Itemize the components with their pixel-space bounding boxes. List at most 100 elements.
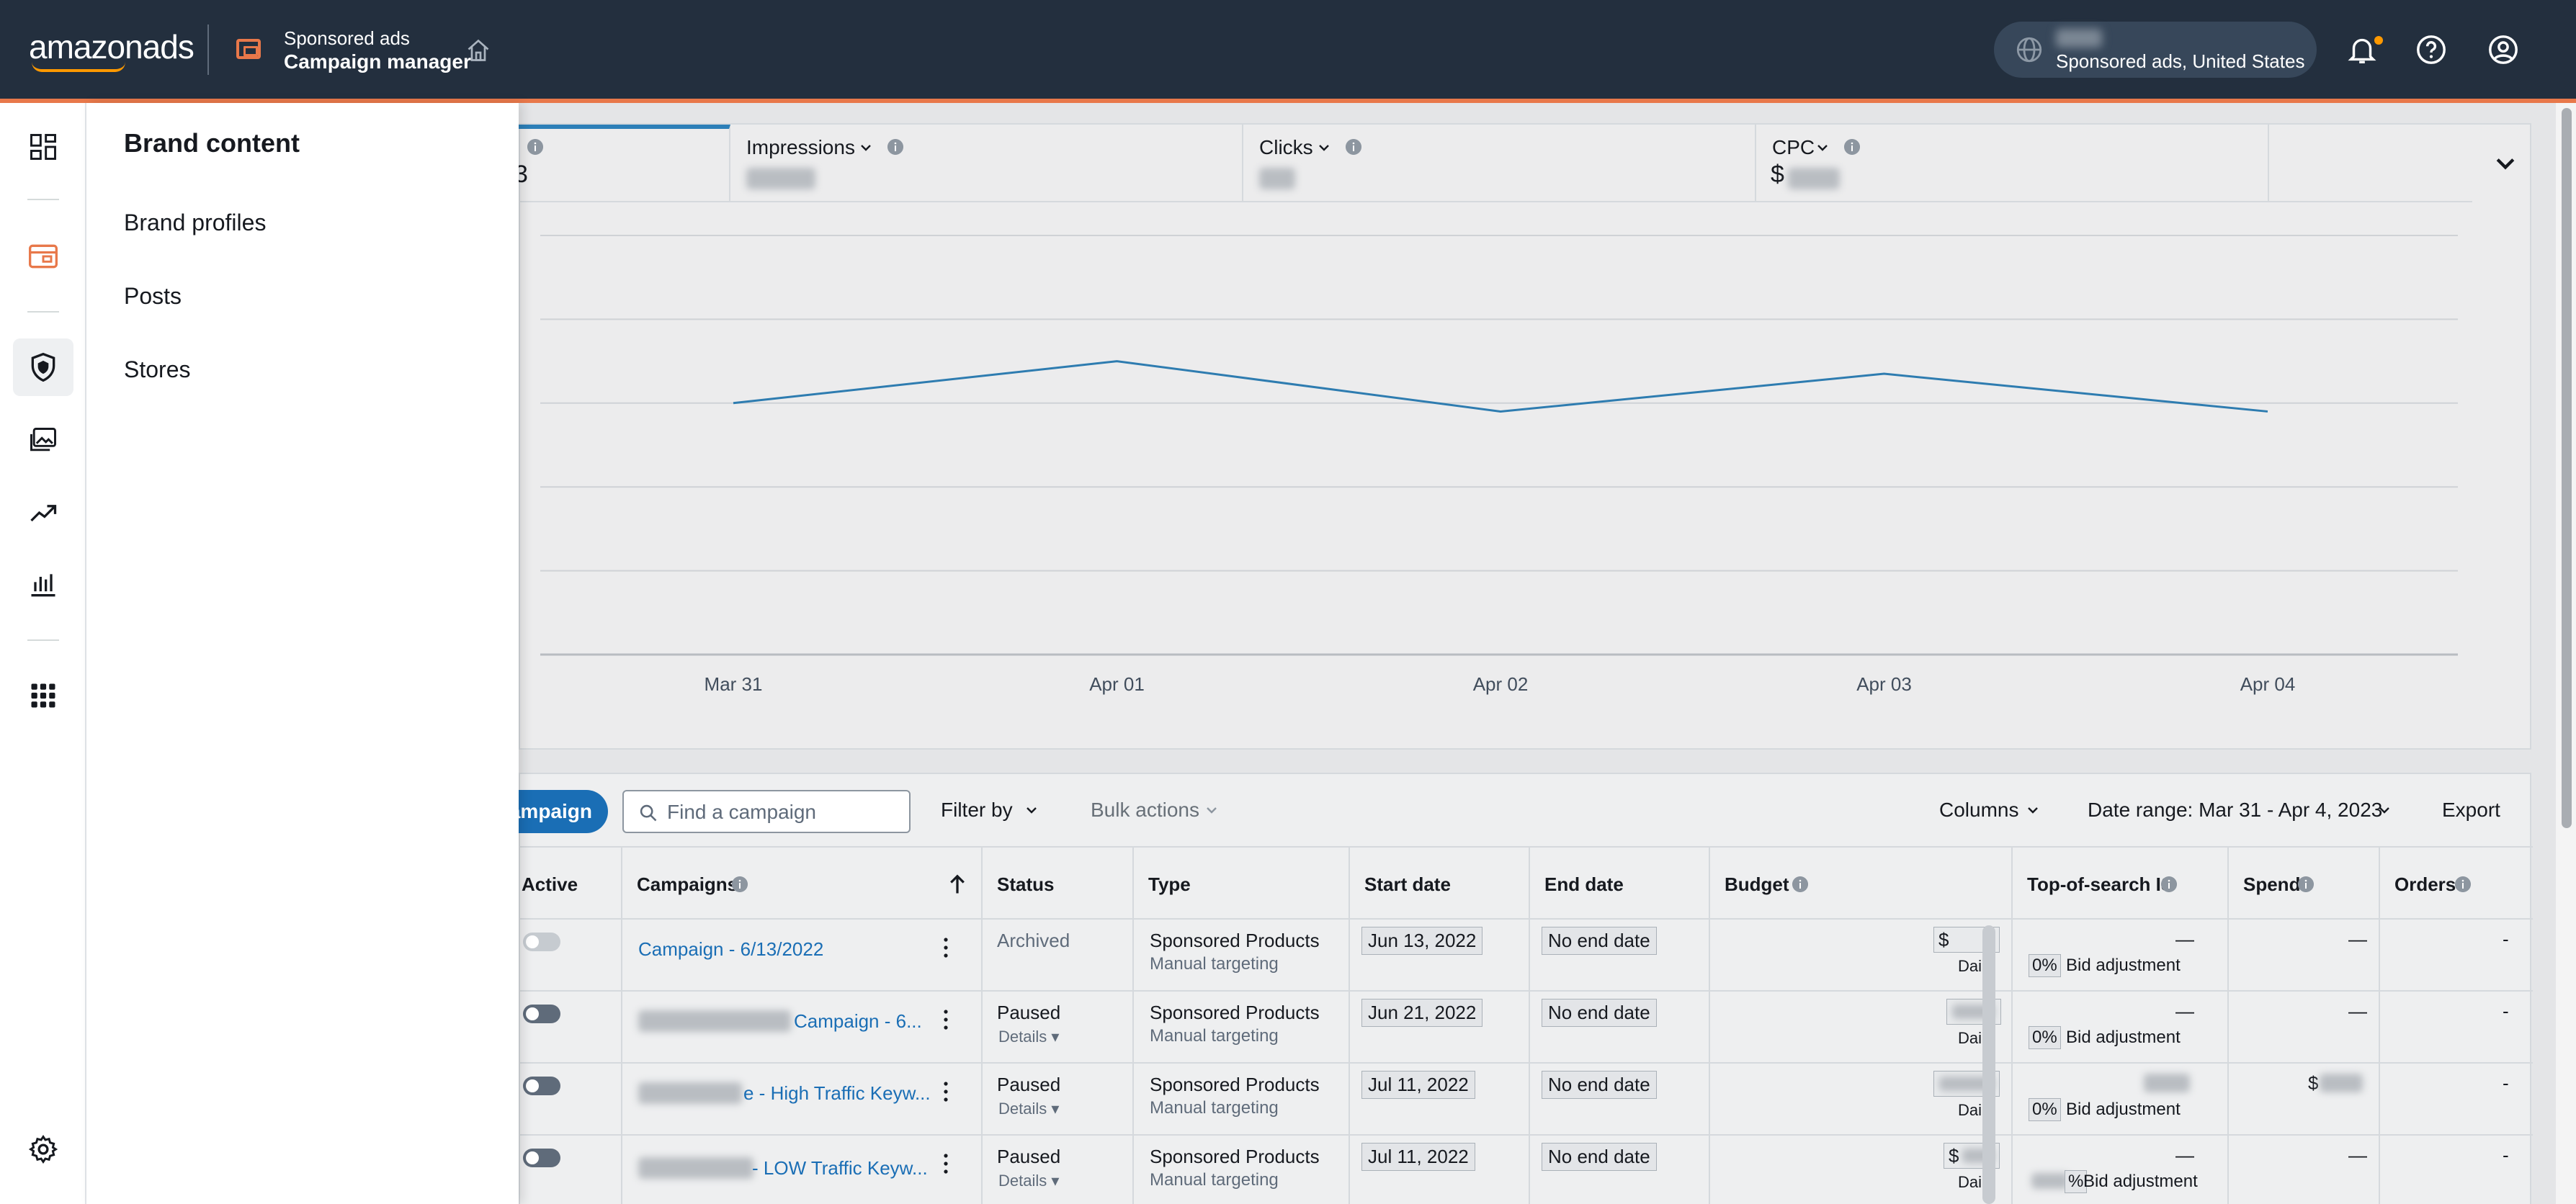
campaign-name-link[interactable]: Campaign - 6... <box>794 1010 922 1032</box>
impressions-value-redacted <box>746 168 815 189</box>
chevron-down-icon[interactable] <box>1024 803 1039 817</box>
campaign-manager-nav-icon[interactable] <box>27 241 59 272</box>
info-icon[interactable] <box>2161 876 2177 892</box>
bid-adjustment-percent[interactable]: 0% <box>2029 954 2061 977</box>
targeting-type: Manual targeting <box>1150 1026 1279 1046</box>
measurement-trend-icon[interactable] <box>27 497 59 529</box>
brand-shield-icon[interactable] <box>27 351 59 383</box>
expand-metrics-chevron-icon[interactable] <box>2492 150 2518 176</box>
more-actions-kebab-icon[interactable] <box>944 1153 948 1174</box>
home-icon[interactable] <box>465 37 491 63</box>
flyout-item-stores[interactable]: Stores <box>124 356 191 382</box>
orders-value: - <box>2503 1000 2509 1022</box>
column-header-end-date[interactable]: End date <box>1544 873 1624 895</box>
flyout-item-posts[interactable]: Posts <box>124 283 182 309</box>
campaign-type: Sponsored Products <box>1150 1074 1320 1095</box>
chevron-down-icon[interactable] <box>1815 140 1830 155</box>
status-details-toggle[interactable]: Details ▾ <box>998 1100 1060 1118</box>
info-icon[interactable] <box>887 139 903 155</box>
bid-adjustment-percent[interactable]: 0% <box>2029 1026 2061 1049</box>
column-divider <box>1132 848 1134 1204</box>
more-actions-kebab-icon[interactable] <box>944 937 948 958</box>
metric-tile-clicks[interactable]: Clicks <box>1243 125 1756 202</box>
column-header-top-of-search-is[interactable]: Top-of-search IS <box>2027 873 2174 895</box>
end-date[interactable]: No end date <box>1542 999 1657 1027</box>
info-icon[interactable] <box>732 876 748 892</box>
columns-dropdown[interactable]: Columns <box>1939 799 2019 821</box>
active-toggle[interactable] <box>523 1149 560 1167</box>
spend-value: — <box>2348 928 2367 950</box>
end-date[interactable]: No end date <box>1542 1143 1657 1171</box>
info-icon[interactable] <box>2298 876 2314 892</box>
left-navigation-rail <box>0 103 86 1204</box>
info-icon[interactable] <box>1844 139 1860 155</box>
budget-currency: $ <box>1949 1145 1959 1167</box>
apps-grid-icon[interactable] <box>27 680 59 711</box>
chevron-down-icon[interactable] <box>2377 803 2392 817</box>
more-actions-kebab-icon[interactable] <box>944 1009 948 1030</box>
search-input[interactable] <box>667 800 898 825</box>
column-header-status[interactable]: Status <box>997 873 1055 895</box>
table-row: Campaign - 6... Paused Details ▾ Sponsor… <box>520 992 2533 1064</box>
campaign-name-link[interactable]: - LOW Traffic Keyw... <box>752 1157 928 1179</box>
info-icon[interactable] <box>1792 876 1808 892</box>
settings-gear-icon[interactable] <box>27 1133 59 1165</box>
column-header-active[interactable]: Active <box>522 873 578 895</box>
top-of-search-value: — <box>2175 1000 2194 1022</box>
bulk-actions-dropdown[interactable]: Bulk actions <box>1091 799 1199 821</box>
column-header-type[interactable]: Type <box>1148 873 1191 895</box>
start-date[interactable]: Jun 21, 2022 <box>1361 999 1483 1027</box>
spend-redacted <box>2320 1074 2363 1092</box>
column-header-budget[interactable]: Budget <box>1725 873 1789 895</box>
start-date[interactable]: Jul 11, 2022 <box>1361 1071 1475 1099</box>
filter-by-dropdown[interactable]: Filter by <box>941 799 1013 821</box>
column-divider <box>621 848 622 1204</box>
more-actions-kebab-icon[interactable] <box>944 1081 948 1102</box>
date-range-picker[interactable]: Date range: Mar 31 - Apr 4, 2023 <box>2088 799 2383 821</box>
campaign-name-link[interactable]: Campaign - 6/13/2022 <box>638 938 824 960</box>
media-library-icon[interactable] <box>27 425 59 457</box>
export-button[interactable]: Export <box>2442 799 2500 821</box>
series-line[interactable] <box>733 360 2268 413</box>
chevron-down-icon[interactable] <box>859 140 873 155</box>
start-date[interactable]: Jun 13, 2022 <box>1361 927 1483 955</box>
status-details-toggle[interactable]: Details ▾ <box>998 1172 1060 1190</box>
sort-ascending-arrow-icon[interactable] <box>948 873 967 895</box>
bid-adjustment-percent[interactable]: 0% <box>2029 1098 2061 1121</box>
rail-separator <box>27 311 59 313</box>
metric-tile-cpc[interactable]: CPC $ <box>1756 125 2269 202</box>
user-account-icon[interactable] <box>2487 33 2520 66</box>
campaigns-table-panel: Campaign Filter by Bulk actions Columns … <box>477 773 2533 1204</box>
active-toggle[interactable] <box>523 1005 560 1023</box>
notifications-bell-icon[interactable] <box>2345 33 2379 66</box>
end-date[interactable]: No end date <box>1542 1071 1657 1099</box>
chevron-down-icon[interactable] <box>2026 803 2040 817</box>
info-icon[interactable] <box>1346 139 1361 155</box>
dashboard-icon[interactable] <box>27 131 59 163</box>
info-icon[interactable] <box>2455 876 2471 892</box>
column-header-campaigns[interactable]: Campaigns <box>637 873 738 895</box>
info-icon[interactable] <box>527 139 543 155</box>
status-details-toggle[interactable]: Details ▾ <box>998 1028 1060 1046</box>
page-scrollbar-thumb[interactable] <box>2562 108 2572 828</box>
flyout-item-brand-profiles[interactable]: Brand profiles <box>124 210 267 235</box>
table-scrollbar[interactable] <box>1982 925 1995 1204</box>
bid-adjustment-percent[interactable]: % <box>2065 1170 2088 1193</box>
end-date[interactable]: No end date <box>1542 927 1657 955</box>
chevron-down-icon[interactable] <box>1317 140 1331 155</box>
metric-tile-impressions[interactable]: Impressions <box>730 125 1243 202</box>
campaign-search-box[interactable] <box>622 790 911 833</box>
column-header-orders[interactable]: Orders <box>2394 873 2456 895</box>
active-toggle[interactable] <box>523 933 560 951</box>
help-icon[interactable] <box>2415 33 2448 66</box>
column-header-spend[interactable]: Spend <box>2243 873 2301 895</box>
campaign-name-link[interactable]: e - High Traffic Keyw... <box>743 1082 931 1104</box>
metric-tile-selected[interactable]: 3 <box>506 125 730 202</box>
orders-value: - <box>2503 1072 2509 1094</box>
active-toggle[interactable] <box>523 1077 560 1095</box>
column-header-start-date[interactable]: Start date <box>1364 873 1451 895</box>
account-switcher[interactable] <box>1994 22 2317 78</box>
reports-bar-chart-icon[interactable] <box>27 569 59 601</box>
start-date[interactable]: Jul 11, 2022 <box>1361 1143 1475 1171</box>
amazon-ads-logo[interactable]: amazonads <box>29 28 194 66</box>
